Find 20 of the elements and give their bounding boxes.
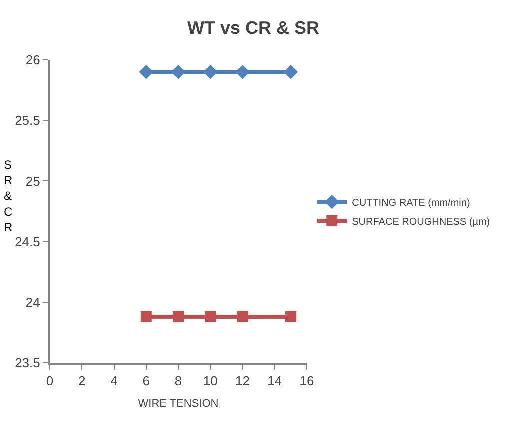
x-tick-label: 0 [46, 374, 54, 389]
x-tick-label: 10 [203, 374, 218, 389]
y-axis-title: SR & CR [4, 158, 13, 234]
y-tick-label: 25 [26, 174, 40, 189]
x-tick-label: 12 [236, 374, 250, 389]
y-tick-label: 26 [26, 52, 40, 68]
x-tick-label: 8 [174, 374, 182, 389]
x-tick-label: 14 [268, 374, 282, 389]
chart-title: WT vs CR & SR [187, 18, 320, 38]
x-tick-label: 4 [110, 374, 118, 389]
x-tick-label: 2 [78, 374, 86, 389]
x-axis-title: WIRE TENSION [138, 398, 219, 410]
x-tick-label: 6 [142, 374, 150, 389]
y-tick-label: 24 [26, 294, 40, 310]
y-tick-label: 24.5 [15, 234, 40, 250]
y-tick-label: 23.5 [15, 356, 40, 371]
legend-label: CUTTING RATE (mm/min) [352, 198, 470, 209]
y-tick-label: 25.5 [15, 113, 40, 128]
x-tick-label: 16 [300, 374, 314, 389]
legend-label: SURFACE ROUGHNESS (µm) [352, 216, 490, 228]
